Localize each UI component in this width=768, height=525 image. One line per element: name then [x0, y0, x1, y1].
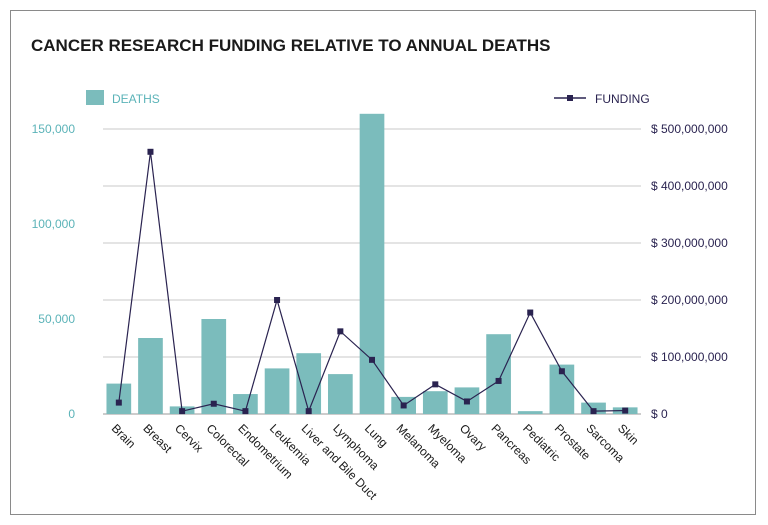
- funding-point: [242, 408, 249, 415]
- legend-label-deaths: DEATHS: [112, 92, 160, 106]
- funding-point: [495, 377, 502, 384]
- deaths-bar: [264, 368, 290, 414]
- legend: DEATHS FUNDING: [86, 90, 650, 106]
- funding-point: [622, 407, 629, 414]
- funding-line: [115, 148, 629, 415]
- deaths-bar: [486, 334, 511, 414]
- funding-point: [400, 402, 407, 409]
- funding-point: [210, 400, 217, 407]
- funding-point: [432, 381, 439, 388]
- legend-swatch-deaths: [86, 90, 104, 105]
- chart-frame: CANCER RESEARCH FUNDING RELATIVE TO ANNU…: [10, 10, 756, 515]
- category-label: Lung: [362, 421, 391, 450]
- right-tick-label: $ 300,000,000: [651, 236, 728, 250]
- left-tick-label: 50,000: [38, 312, 75, 326]
- deaths-bar: [233, 394, 258, 414]
- right-axis: $ 0 $ 100,000,000 $ 200,000,000 $ 300,000,0…: [651, 122, 728, 421]
- deaths-bar: [296, 353, 322, 414]
- right-tick-label: $ 500,000,000: [651, 122, 728, 136]
- legend-marker-funding: [567, 95, 573, 101]
- deaths-bar: [138, 338, 163, 414]
- right-tick-label: $ 100,000,000: [651, 350, 728, 364]
- deaths-bar: [517, 411, 543, 414]
- funding-point: [179, 408, 186, 415]
- deaths-bar: [201, 319, 227, 414]
- right-tick-label: $ 200,000,000: [651, 293, 728, 307]
- funding-point: [463, 398, 470, 405]
- left-tick-label: 100,000: [32, 217, 76, 231]
- left-tick-label: 150,000: [32, 122, 76, 136]
- deaths-bar: [328, 374, 353, 414]
- chart: CANCER RESEARCH FUNDING RELATIVE TO ANNU…: [31, 36, 728, 503]
- deaths-bar: [422, 391, 448, 414]
- chart-title: CANCER RESEARCH FUNDING RELATIVE TO ANNU…: [31, 36, 550, 55]
- funding-point: [369, 356, 375, 363]
- funding-point: [558, 368, 565, 375]
- funding-point: [590, 408, 597, 415]
- funding-point: [337, 328, 344, 335]
- left-axis: 0 50,000 100,000 150,000: [32, 122, 76, 421]
- funding-point: [274, 297, 281, 303]
- funding-point: [115, 399, 122, 406]
- left-tick-label: 0: [68, 407, 75, 421]
- deaths-bars: [106, 113, 638, 415]
- right-tick-label: $ 400,000,000: [651, 179, 728, 193]
- deaths-bar: [359, 113, 385, 415]
- legend-label-funding: FUNDING: [595, 92, 650, 106]
- funding-point: [305, 408, 312, 415]
- category-label: Cervix: [172, 421, 206, 455]
- category-label: Brain: [109, 421, 139, 451]
- funding-point: [147, 148, 154, 155]
- category-labels: Brain BreastCervixColorectalEndometriumLe…: [109, 421, 642, 503]
- category-label: Breast: [140, 421, 175, 456]
- right-tick-label: $ 0: [651, 407, 668, 421]
- category-label: Skin: [615, 421, 641, 447]
- funding-point: [527, 309, 534, 316]
